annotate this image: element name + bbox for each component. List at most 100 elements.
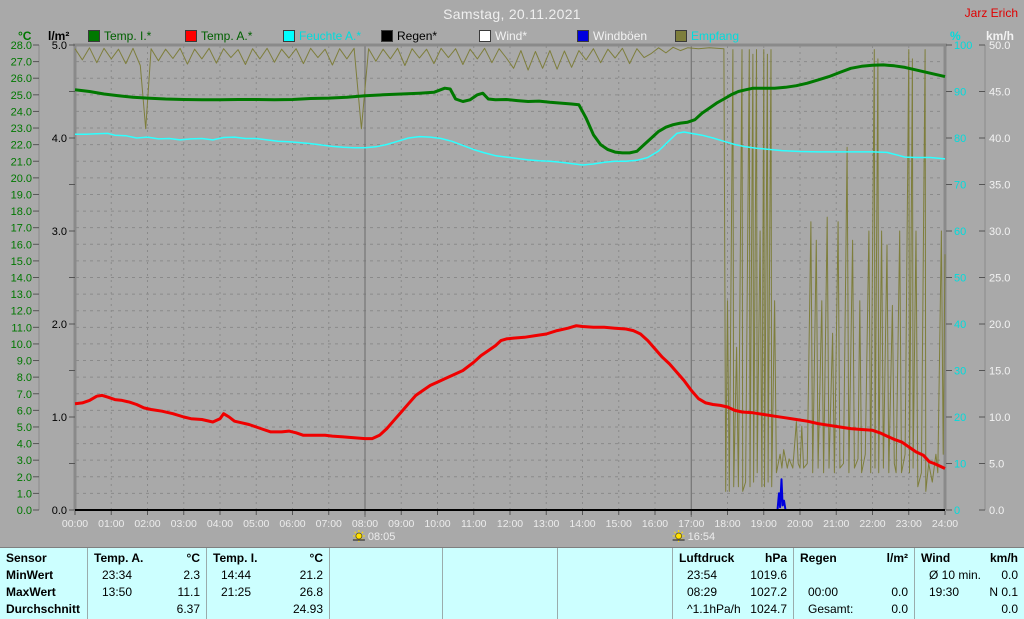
group-unit: °C	[309, 551, 323, 565]
legend-label: Windböen	[593, 29, 648, 43]
axis-label: 60	[954, 226, 966, 238]
group-header: Regen	[800, 551, 837, 565]
table-cell-time	[558, 567, 572, 584]
axis-label: 2.0	[52, 319, 67, 331]
x-axis-label: 12:00	[497, 518, 523, 530]
table-cell-time: 00:00	[808, 585, 839, 599]
legend-label: Empfang	[691, 29, 740, 43]
legend-label: Feuchte A.*	[299, 29, 362, 43]
table-cell-value	[908, 567, 914, 584]
legend-item-empfang[interactable]: Empfang	[675, 29, 739, 43]
table-group-temp-a-: Temp. A. °C 23:34 2.3 13:50 11.1 6.37	[88, 548, 207, 619]
table-cell-time: 08:29	[687, 585, 718, 599]
row-label: MaxWert	[6, 585, 56, 599]
table-cell-value: 6.37	[176, 602, 200, 616]
axis-label: 9.0	[17, 356, 32, 368]
axis-label: 22.0	[11, 140, 32, 152]
x-axis-label: 18:00	[714, 518, 740, 530]
sunset-icon	[672, 530, 685, 542]
x-axis-label: 04:00	[207, 518, 233, 530]
legend-item-temp-a[interactable]: Temp. A.*	[185, 29, 252, 43]
axis-label: 11.0	[11, 322, 32, 334]
x-axis-label: 05:00	[243, 518, 269, 530]
x-axis-label: 10:00	[424, 518, 450, 530]
group-unit: hPa	[764, 551, 787, 565]
legend-item-feuchte-a[interactable]: Feuchte A.*	[283, 29, 361, 43]
series-temp-i	[74, 63, 946, 155]
group-unit	[666, 550, 672, 567]
legend-label: Wind*	[495, 29, 528, 43]
feuchte-a-swatch-icon	[283, 30, 295, 42]
axis-label: 10.0	[11, 339, 32, 351]
table-cell-time: 23:54	[687, 568, 718, 582]
table-cell-value	[666, 601, 672, 618]
table-cell-time: 14:44	[221, 568, 252, 582]
table-cell-value	[551, 584, 557, 601]
legend-item-windboeen[interactable]: Windböen	[577, 29, 647, 43]
weather-chart: 0.0 1.0 2.0 3.0 4.0 5.0 6.0 7.0 8.0 9.0 10.0 11.0 12…	[11, 40, 1011, 543]
table-cell-time	[558, 584, 572, 601]
x-axis-label: 19:00	[751, 518, 777, 530]
table-group-wind: Wind km/h Ø 10 min. 0.0 19:30 N 0.1 0.0	[915, 548, 1024, 619]
axis-label: 24.0	[11, 106, 32, 118]
axis-label: 1.0	[17, 488, 32, 500]
table-group-temp-i-: Temp. I. °C 14:44 21.2 21:25 26.8 24.93	[207, 548, 330, 619]
row-label: MinWert	[6, 568, 54, 582]
summary-table: Sensor MinWert MaxWert Durchschnitt Temp. A.…	[0, 547, 1024, 619]
table-cell-value	[666, 584, 672, 601]
group-header: Luftdruck	[679, 551, 735, 565]
x-axis-label: 02:00	[134, 518, 160, 530]
group-unit	[436, 550, 442, 567]
axis-label: 0	[954, 505, 960, 517]
table-group-luftdruck: Luftdruck hPa 23:54 1019.6 08:29 1027.2 ^1.1hP…	[673, 548, 794, 619]
sunrise-time-label: 08:05	[368, 531, 396, 543]
table-cell-value: 24.93	[292, 602, 323, 616]
axis-label: 50.0	[989, 40, 1010, 52]
axis-label: 25.0	[11, 90, 32, 102]
axis-label: 3.0	[52, 226, 67, 238]
table-cell-time	[443, 584, 457, 601]
table-cell-time: 13:50	[102, 585, 133, 599]
legend-item-temp-i[interactable]: Temp. I.*	[88, 29, 151, 43]
x-axis-label: 17:00	[678, 518, 704, 530]
axis-label: 1.0	[52, 412, 67, 424]
series-temp-a	[74, 324, 946, 470]
x-axis-label: 13:00	[533, 518, 559, 530]
table-group-regen: Regen l/m² 00:00 0.0 Gesamt: 0.0	[794, 548, 915, 619]
legend-item-wind[interactable]: Wind*	[479, 29, 527, 43]
axis-label: 8.0	[17, 372, 32, 384]
axis-label: 27.0	[11, 57, 32, 69]
x-axis-label: 22:00	[859, 518, 885, 530]
series-feuchte-a	[75, 131, 946, 166]
table-cell-time	[794, 567, 808, 584]
group-header	[558, 550, 564, 567]
series-windboeen	[776, 478, 787, 511]
group-unit: l/m²	[886, 551, 908, 565]
axis-label: 5.0	[17, 422, 32, 434]
group-unit	[551, 550, 557, 567]
axis-label: 0.0	[989, 505, 1004, 517]
group-header: Temp. A.	[94, 551, 144, 565]
axis-label: 10	[954, 459, 966, 471]
x-axis-label: 06:00	[279, 518, 305, 530]
table-row-labels: Sensor MinWert MaxWert Durchschnitt	[0, 548, 88, 619]
legend-item-regen[interactable]: Regen*	[381, 29, 437, 43]
x-axis-label: 24:00	[932, 518, 958, 530]
axis-label: 28.0	[11, 40, 32, 52]
empfang-swatch-icon	[675, 30, 687, 42]
axis-label: 5.0	[52, 40, 67, 52]
page-title: Samstag, 20.11.2021	[443, 6, 581, 22]
table-cell-value: 21.2	[299, 568, 323, 582]
axis-label: 23.0	[11, 123, 32, 135]
hum-axis-unit: %	[950, 29, 961, 43]
axis-label: 0.0	[52, 505, 67, 517]
axis-label: 16.0	[11, 239, 32, 251]
legend-label: Regen*	[397, 29, 438, 43]
x-axis-label: 16:00	[642, 518, 668, 530]
x-axis-label: 07:00	[316, 518, 342, 530]
axis-label: 35.0	[989, 180, 1010, 192]
table-cell-time: ^1.1hPa/h	[687, 602, 741, 616]
axis-label: 3.0	[17, 455, 32, 467]
temp-a-swatch-icon	[185, 30, 197, 42]
x-axis-label: 09:00	[388, 518, 414, 530]
